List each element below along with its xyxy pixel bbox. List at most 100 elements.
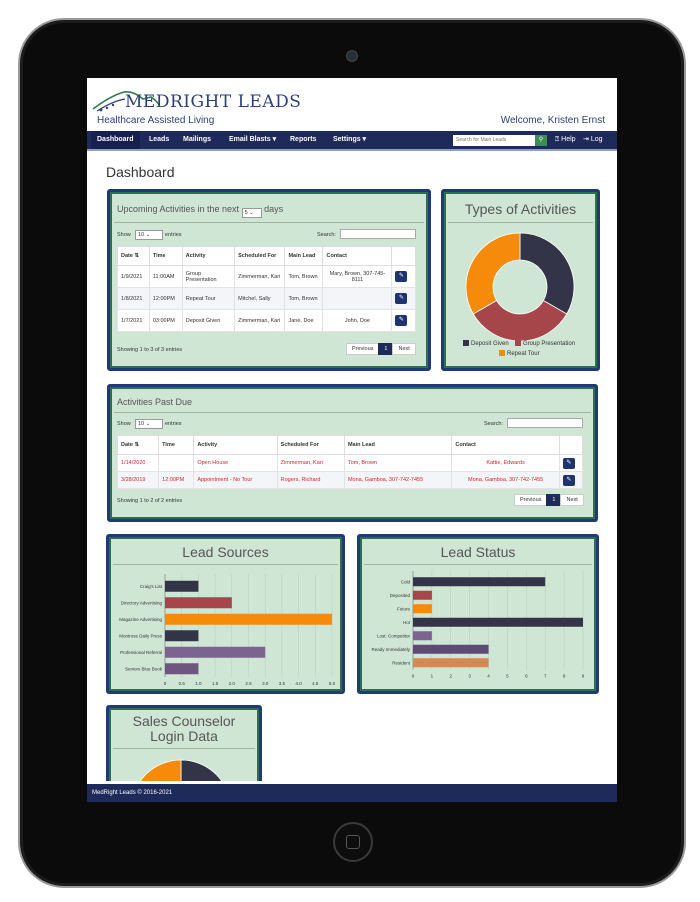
x-tick-label: 1 — [431, 674, 434, 679]
nav-email-blasts[interactable]: Email Blasts ▾ — [229, 136, 277, 143]
table-row: 1/9/2021 11:00AM Group Presentation Zimm… — [117, 265, 416, 288]
column-header-date[interactable]: Date ⇅ — [117, 246, 150, 266]
bar — [165, 613, 332, 625]
cell-main-lead: Tom, Brown — [284, 287, 324, 310]
help-link[interactable]: ⍰ Help — [549, 131, 582, 149]
days-select[interactable]: 5 ⌄ — [241, 208, 262, 218]
y-tick-label: Professional Referral — [120, 650, 162, 655]
cell-main-lead: Mona, Gamboa, 307-742-7455 — [343, 471, 453, 489]
column-header-activity[interactable]: Activity — [193, 435, 278, 455]
column-header-contact[interactable]: Contact — [322, 246, 393, 266]
upcoming-page-size-select[interactable]: 10 ⌄ — [135, 230, 163, 240]
cell-scheduled-for: Zimmerman, Kari — [234, 309, 286, 332]
edit-button[interactable]: ✎ — [395, 293, 408, 304]
past-due-title: Activities Past Due — [117, 397, 193, 407]
cell-actions: ✎ — [558, 454, 584, 472]
x-tick-label: 8 — [563, 674, 566, 679]
divider — [114, 412, 591, 413]
upcoming-table: Date ⇅ Time Activity Scheduled For Main … — [117, 246, 416, 332]
column-header-actions — [391, 246, 416, 266]
x-tick-label: 3 — [468, 674, 471, 679]
column-header-actions — [558, 435, 584, 455]
nav-reports[interactable]: Reports — [290, 136, 317, 143]
previous-button[interactable]: Previous — [514, 494, 548, 506]
y-tick-label: Seniors Blue Book — [125, 666, 163, 671]
help-icon: ⍰ — [555, 136, 562, 143]
upcoming-search-input[interactable] — [340, 229, 416, 239]
column-header-contact[interactable]: Contact — [451, 435, 560, 455]
divider — [113, 748, 255, 749]
cell-actions: ✎ — [391, 309, 416, 332]
camera — [346, 50, 358, 62]
upcoming-entries-label: entries — [165, 232, 182, 238]
x-tick-label: 9 — [582, 674, 585, 679]
bar — [413, 604, 432, 614]
table-row: 1/8/2021 12:00PM Repeat Tour Mitchel, Sa… — [117, 287, 416, 310]
home-button[interactable] — [333, 822, 373, 862]
edit-button[interactable]: ✎ — [395, 315, 408, 326]
cell-activity: Group Presentation — [181, 265, 236, 288]
search-icon: ⚲ — [538, 137, 544, 143]
bar — [413, 658, 489, 668]
x-tick-label: 2.0 — [229, 681, 236, 686]
pastdue-search-input[interactable] — [507, 418, 583, 428]
y-tick-label: Magazine Advertising — [119, 617, 162, 622]
column-header-time[interactable]: Time — [158, 435, 195, 455]
cell-scheduled-for: Mitchel, Sally — [234, 287, 286, 310]
search-button[interactable]: ⚲ — [535, 135, 547, 146]
legend-label: Deposit Given — [471, 341, 509, 347]
column-header-main-lead[interactable]: Main Lead — [284, 246, 324, 266]
next-button[interactable]: Next — [560, 494, 584, 506]
cell-date: 1/14/2020 — [116, 454, 160, 472]
page-1-button[interactable]: 1 — [378, 343, 394, 355]
edit-button[interactable]: ✎ — [562, 457, 575, 469]
upcoming-page-size-value: 10 — [138, 232, 145, 238]
nav-leads[interactable]: Leads — [149, 136, 170, 143]
pencil-icon: ✎ — [398, 273, 404, 279]
divider — [113, 564, 338, 565]
table-row: 1/7/2021 03:00PM Deposit Given Zimmerman… — [117, 309, 416, 332]
upcoming-title-suffix: days — [264, 204, 284, 214]
y-tick-label: Ready Immediately — [371, 647, 410, 652]
cell-date: 1/7/2021 — [117, 309, 150, 332]
column-header-date[interactable]: Date ⇅ — [116, 435, 160, 455]
x-tick-label: 1.0 — [195, 681, 202, 686]
sales-title-line-2: Login Data — [150, 728, 218, 744]
previous-button[interactable]: Previous — [346, 343, 380, 355]
pencil-icon: ✎ — [566, 476, 572, 483]
cell-date: 1/8/2021 — [117, 287, 150, 310]
nav-dashboard[interactable]: Dashboard — [91, 131, 140, 149]
column-header-main-lead[interactable]: Main Lead — [343, 435, 453, 455]
bar — [413, 644, 489, 654]
pastdue-show-label: Show — [117, 421, 131, 427]
column-header-scheduled-for[interactable]: Scheduled For — [234, 246, 286, 266]
types-of-activities-panel: Types of Activities Deposit Given Group P… — [441, 189, 600, 371]
column-header-time[interactable]: Time — [148, 246, 183, 266]
home-button-icon — [346, 835, 360, 849]
bar — [165, 646, 266, 658]
cell-scheduled-for: Zimmerman, Kari — [234, 265, 286, 288]
brand-name[interactable]: MEDRIGHT LEADS — [125, 92, 302, 112]
pastdue-page-size-select[interactable]: 10 ⌄ — [135, 419, 163, 429]
logout-label: Log out — [583, 136, 603, 161]
column-header-scheduled-for[interactable]: Scheduled For — [276, 435, 345, 455]
y-tick-label: Resident — [392, 660, 411, 665]
main-leads-search-input[interactable] — [453, 135, 535, 146]
bar — [165, 597, 232, 609]
pie-slice — [465, 232, 521, 315]
pastdue-info: Showing 1 to 2 of 2 entries — [117, 498, 183, 504]
edit-button[interactable]: ✎ — [562, 474, 575, 486]
nav-settings[interactable]: Settings ▾ — [333, 136, 367, 143]
page-1-button[interactable]: 1 — [546, 494, 562, 506]
next-button[interactable]: Next — [392, 343, 416, 355]
x-tick-label: 6 — [525, 674, 528, 679]
logout-link[interactable]: ⇥ Log out — [577, 131, 617, 161]
y-tick-label: Directory Advertising — [121, 600, 163, 605]
nav-mailings[interactable]: Mailings — [183, 136, 212, 143]
column-header-activity[interactable]: Activity — [181, 246, 236, 266]
cell-contact: Mary, Brown, 307-745-8111 — [322, 265, 393, 288]
cell-activity: Appointment - No Tour — [193, 471, 278, 489]
pastdue-entries-label: entries — [165, 421, 182, 427]
y-tick-label: Future — [397, 606, 411, 611]
edit-button[interactable]: ✎ — [395, 271, 408, 282]
